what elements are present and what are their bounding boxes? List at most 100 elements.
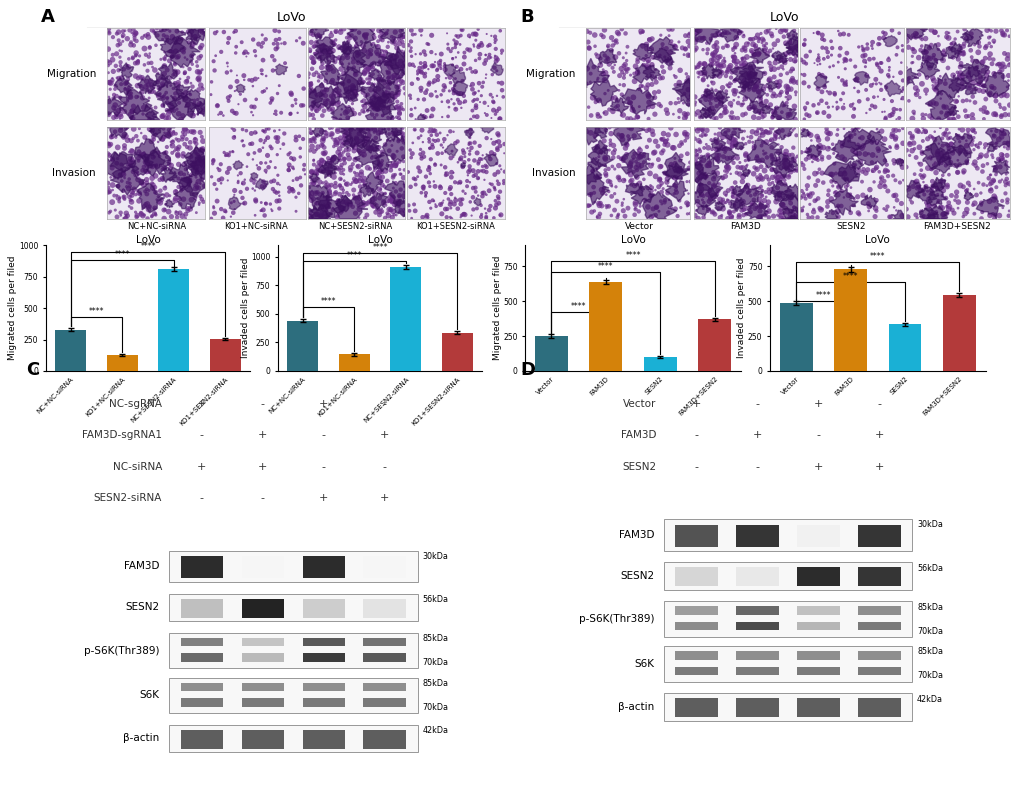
Point	[671, 104, 687, 117]
Point	[324, 45, 340, 58]
Point	[765, 38, 782, 51]
Point	[711, 211, 728, 224]
Point	[316, 141, 332, 154]
Polygon shape	[590, 80, 618, 106]
Point	[708, 136, 725, 149]
Point	[796, 101, 812, 114]
Point	[859, 164, 875, 177]
Point	[913, 147, 929, 160]
Point	[139, 165, 155, 178]
Point	[284, 161, 301, 174]
Point	[154, 100, 170, 113]
Point	[635, 156, 651, 168]
Point	[161, 127, 177, 140]
Point	[462, 137, 478, 150]
Point	[238, 50, 255, 63]
Point	[609, 209, 626, 222]
Point	[631, 177, 647, 190]
Point	[146, 24, 162, 37]
Point	[726, 87, 742, 100]
Point	[255, 36, 271, 49]
Point	[425, 194, 441, 207]
Point	[123, 26, 140, 39]
Point	[838, 79, 854, 92]
Point	[352, 145, 368, 158]
Point	[768, 75, 785, 88]
Polygon shape	[155, 28, 185, 45]
Point	[692, 95, 708, 108]
Point	[720, 135, 737, 148]
Text: SESN2: SESN2	[620, 571, 654, 581]
Point	[302, 77, 318, 90]
Point	[918, 50, 934, 63]
Point	[296, 159, 312, 172]
Point	[957, 185, 973, 198]
Point	[717, 70, 734, 83]
Point	[465, 203, 481, 216]
Point	[786, 122, 802, 134]
Point	[824, 207, 841, 220]
Point	[372, 56, 388, 69]
Point	[693, 182, 709, 195]
Point	[832, 93, 848, 106]
Polygon shape	[664, 58, 674, 66]
Point	[993, 151, 1009, 164]
Point	[124, 155, 141, 168]
Point	[171, 192, 187, 205]
Point	[729, 151, 745, 164]
Point	[878, 200, 895, 213]
Point	[738, 159, 754, 172]
Point	[717, 85, 734, 98]
Point	[746, 83, 762, 96]
Point	[879, 53, 896, 66]
Point	[753, 32, 769, 45]
Point	[714, 91, 731, 104]
Point	[359, 197, 375, 210]
Point	[641, 33, 657, 46]
Point	[765, 87, 782, 100]
Polygon shape	[958, 59, 988, 84]
Point	[120, 159, 137, 172]
Point	[723, 190, 740, 202]
Point	[324, 150, 340, 163]
Point	[702, 190, 718, 203]
Point	[592, 52, 608, 65]
Point	[753, 123, 769, 136]
Point	[316, 156, 332, 168]
Point	[985, 36, 1002, 49]
Point	[726, 135, 742, 148]
Point	[857, 83, 873, 96]
Point	[908, 124, 924, 137]
Point	[914, 112, 930, 125]
Point	[850, 40, 866, 53]
Point	[626, 179, 642, 192]
Point	[159, 92, 175, 104]
Point	[920, 41, 936, 54]
Point	[773, 124, 790, 137]
Point	[148, 159, 164, 172]
Point	[403, 151, 419, 164]
Point	[344, 56, 361, 69]
Point	[455, 46, 472, 59]
Point	[388, 95, 405, 108]
Point	[182, 55, 199, 68]
Point	[465, 38, 481, 51]
Point	[420, 164, 436, 177]
Point	[495, 147, 512, 160]
Point	[444, 52, 461, 65]
Point	[796, 104, 812, 117]
Point	[154, 174, 170, 187]
Point	[332, 113, 348, 126]
Point	[909, 180, 925, 193]
Point	[115, 185, 131, 198]
Polygon shape	[183, 147, 205, 169]
Point	[599, 40, 615, 53]
Text: 56kDa: 56kDa	[422, 595, 448, 604]
Point	[392, 183, 409, 196]
Point	[339, 111, 356, 124]
Point	[704, 50, 720, 63]
Point	[708, 149, 725, 162]
Point	[357, 59, 373, 72]
Bar	[797, 622, 839, 630]
Point	[174, 109, 191, 122]
